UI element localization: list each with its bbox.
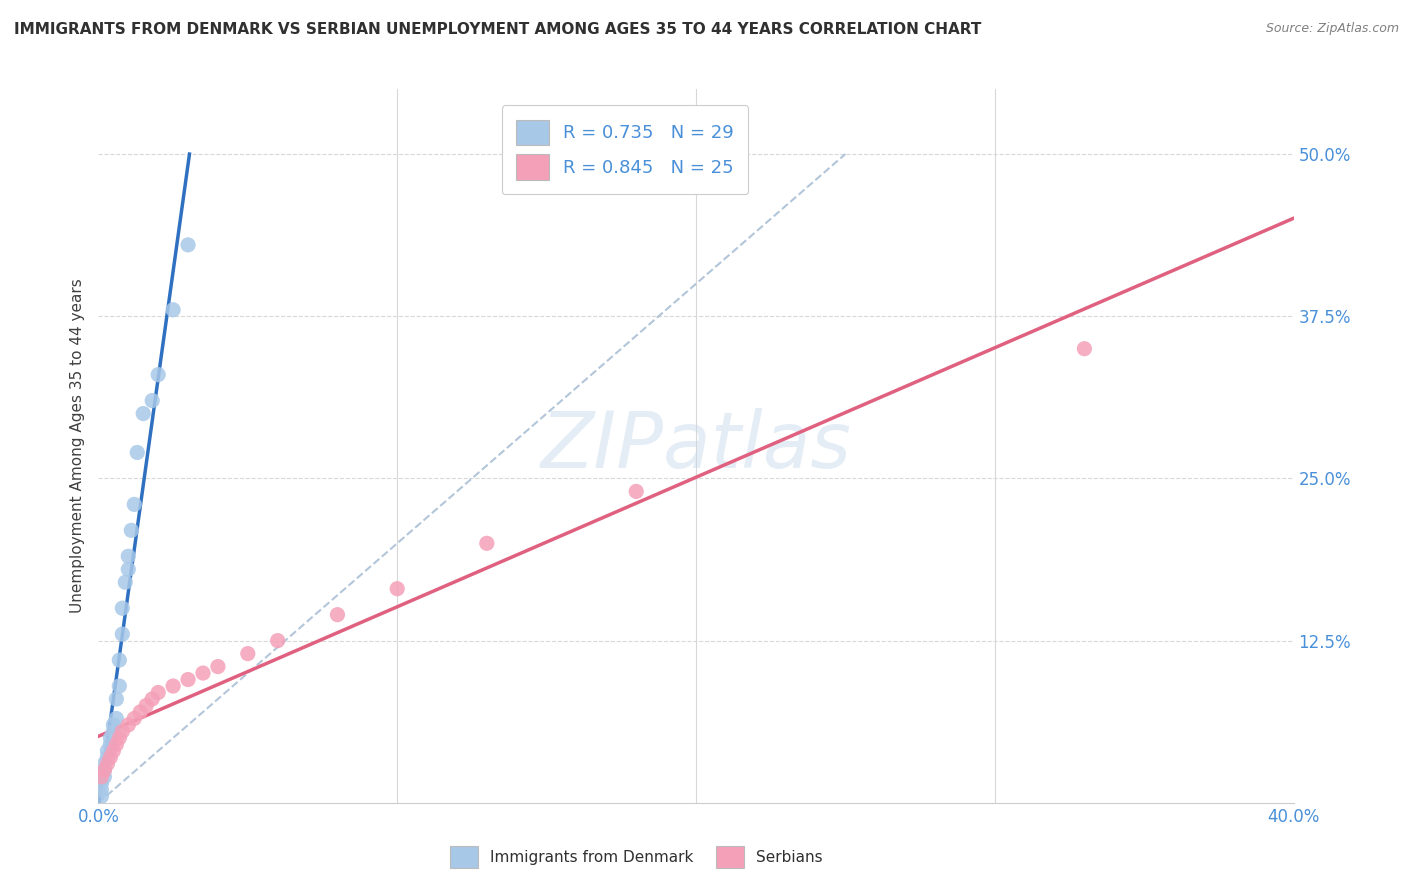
- Point: [475, 536, 498, 550]
- Text: ZIPatlas: ZIPatlas: [540, 408, 852, 484]
- Point: [108, 653, 131, 667]
- Point: [108, 679, 131, 693]
- Point: [127, 445, 149, 459]
- Point: [135, 698, 157, 713]
- Point: [117, 718, 139, 732]
- Point: [96, 750, 118, 764]
- Point: [111, 627, 134, 641]
- Point: [148, 685, 170, 699]
- Point: [129, 705, 152, 719]
- Point: [124, 711, 146, 725]
- Point: [141, 393, 163, 408]
- Y-axis label: Unemployment Among Ages 35 to 44 years: Unemployment Among Ages 35 to 44 years: [69, 278, 84, 614]
- Point: [93, 756, 115, 771]
- Point: [98, 738, 122, 752]
- Point: [114, 575, 136, 590]
- Point: [105, 738, 128, 752]
- Point: [90, 770, 112, 784]
- Point: [191, 666, 214, 681]
- Point: [177, 673, 200, 687]
- Point: [117, 562, 139, 576]
- Point: [236, 647, 259, 661]
- Point: [124, 497, 146, 511]
- Point: [207, 659, 229, 673]
- Point: [93, 770, 115, 784]
- Point: [103, 718, 125, 732]
- Point: [111, 601, 134, 615]
- Point: [132, 407, 155, 421]
- Point: [120, 524, 142, 538]
- Point: [96, 744, 118, 758]
- Legend: Immigrants from Denmark, Serbians: Immigrants from Denmark, Serbians: [444, 839, 828, 873]
- Point: [93, 764, 115, 778]
- Point: [267, 633, 290, 648]
- Point: [162, 679, 184, 693]
- Point: [105, 711, 128, 725]
- Text: Source: ZipAtlas.com: Source: ZipAtlas.com: [1265, 22, 1399, 36]
- Point: [105, 692, 128, 706]
- Point: [162, 302, 184, 317]
- Point: [326, 607, 349, 622]
- Point: [177, 238, 200, 252]
- Text: IMMIGRANTS FROM DENMARK VS SERBIAN UNEMPLOYMENT AMONG AGES 35 TO 44 YEARS CORREL: IMMIGRANTS FROM DENMARK VS SERBIAN UNEMP…: [14, 22, 981, 37]
- Point: [624, 484, 647, 499]
- Point: [385, 582, 409, 596]
- Point: [108, 731, 131, 745]
- Point: [1073, 342, 1095, 356]
- Point: [117, 549, 139, 564]
- Point: [103, 724, 125, 739]
- Point: [98, 750, 122, 764]
- Point: [103, 744, 125, 758]
- Point: [96, 756, 118, 771]
- Point: [90, 776, 112, 790]
- Point: [98, 731, 122, 745]
- Point: [111, 724, 134, 739]
- Point: [90, 782, 112, 797]
- Point: [93, 764, 115, 778]
- Point: [148, 368, 170, 382]
- Point: [141, 692, 163, 706]
- Point: [90, 789, 112, 804]
